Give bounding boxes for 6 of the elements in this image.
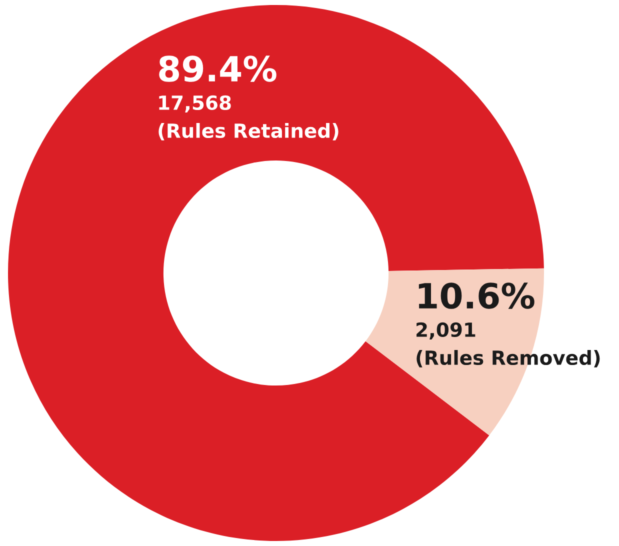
slice-label: (Rules Retained): [158, 123, 338, 140]
text: 89.4%: [159, 56, 276, 82]
data-label: 2,091: [416, 322, 476, 340]
data-label: 17,568: [159, 95, 231, 113]
slice-label: (Rules Removed): [416, 350, 600, 368]
text: 10.6%: [418, 282, 534, 309]
